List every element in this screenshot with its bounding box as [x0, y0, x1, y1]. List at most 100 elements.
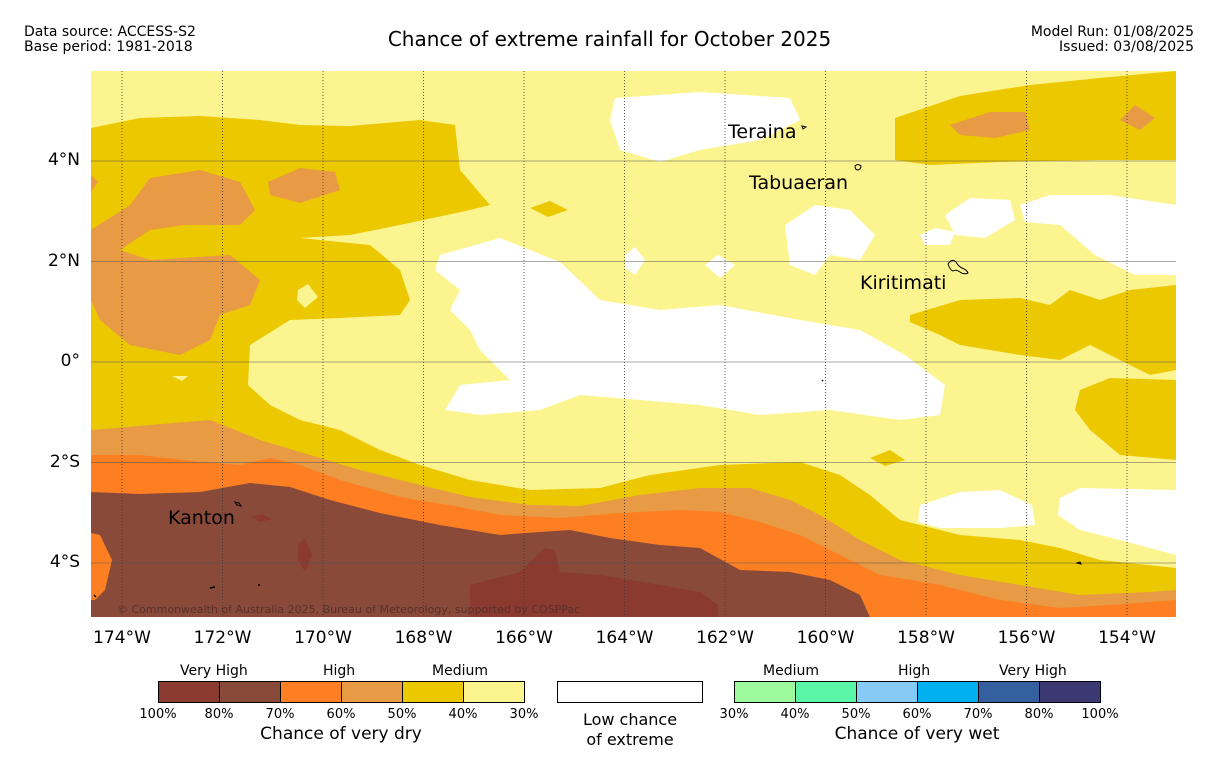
wet-legend-tick: 30%	[719, 707, 749, 722]
dry-legend-tick: 100%	[139, 707, 177, 722]
header-left: Data source: ACCESS-S2 Base period: 1981…	[24, 25, 196, 55]
contour-medium-ne	[895, 71, 1176, 165]
wet-caption: Chance of very wet	[834, 724, 1000, 744]
contour-low-dot1	[625, 247, 645, 275]
contour-medium-spot	[530, 201, 568, 217]
wet-band-high: High	[898, 663, 931, 679]
contour-very-high-dark	[470, 548, 718, 617]
dry-legend-tick: 50%	[387, 707, 417, 722]
wet-legend-swatch	[795, 681, 857, 703]
x-axis-label: 156°W	[997, 628, 1056, 648]
wet-legend-swatch	[978, 681, 1040, 703]
x-axis-label: 174°W	[93, 628, 151, 648]
wet-legend-tick: 80%	[1024, 707, 1054, 722]
dry-legend-swatch	[158, 681, 220, 703]
contour-low-dot2	[705, 255, 735, 278]
dry-band-medium: Medium	[432, 663, 488, 679]
contour-high-west-spot	[268, 168, 340, 203]
y-axis-label: 0°	[60, 351, 80, 371]
dry-legend-tick: 80%	[204, 707, 234, 722]
wet-legend-swatch	[734, 681, 796, 703]
x-axis-label: 160°W	[796, 628, 855, 648]
map-contours	[91, 71, 1176, 617]
place-kiritimati: Kiritimati	[860, 272, 947, 294]
map-gridlines	[91, 71, 1176, 617]
contour-low-east1	[785, 205, 875, 275]
y-axis-label: 2°N	[47, 250, 80, 271]
issued-label: Issued: 03/08/2025	[1059, 39, 1194, 55]
wet-band-very-high: Very High	[999, 663, 1067, 679]
contour-medium-east2	[1075, 378, 1176, 460]
place-kanton: Kanton	[168, 507, 235, 529]
kiritimati-island	[947, 259, 969, 275]
contour-low-se2	[1058, 488, 1176, 555]
data-source-label: Data source: ACCESS-S2	[24, 24, 196, 40]
dry-legend-swatch	[219, 681, 281, 703]
x-axis-label: 164°W	[595, 628, 654, 648]
legend-low-swatch	[557, 681, 703, 703]
low-caption-line1: Low chance	[582, 710, 678, 729]
copyright-notice: © Commonwealth of Australia 2025, Bureau…	[117, 603, 581, 616]
base-period-label: Base period: 1981-2018	[24, 39, 193, 55]
wet-legend-tick: 50%	[841, 707, 871, 722]
wet-legend-swatch	[917, 681, 979, 703]
wet-legend-tick: 70%	[963, 707, 993, 722]
x-axis-label: 172°W	[193, 628, 252, 648]
contour-high-dark-west	[91, 533, 112, 600]
tabuaeran-island	[854, 164, 862, 171]
x-axis-label: 166°W	[495, 628, 553, 648]
x-axis-label: 170°W	[294, 628, 352, 648]
dry-legend-tick: 70%	[265, 707, 295, 722]
contour-low-se1	[918, 490, 1035, 528]
islet-3	[1075, 561, 1082, 565]
teraina-island	[801, 125, 808, 130]
contour-low-east3	[1020, 195, 1176, 275]
model-run-label: Model Run: 01/08/2025	[1030, 24, 1194, 40]
contour-high-ne3	[91, 175, 98, 192]
wet-legend-swatch	[1039, 681, 1101, 703]
dry-legend-tick: 60%	[326, 707, 356, 722]
x-axis-label: 154°W	[1098, 628, 1156, 648]
dry-legend-tick: 40%	[448, 707, 478, 722]
wet-legend-swatch	[856, 681, 918, 703]
contour-low-north	[610, 92, 800, 162]
contour-low-east2	[945, 198, 1015, 238]
place-tabuaeran: Tabuaeran	[749, 172, 849, 194]
x-axis-label: 162°W	[696, 628, 754, 648]
y-axis-label: 2°S	[49, 451, 80, 472]
contour-high-ne2	[1120, 105, 1155, 130]
contour-very-high-spot	[298, 538, 312, 572]
contour-high-west	[91, 170, 260, 355]
contour-medium-east	[910, 285, 1176, 375]
wet-legend-tick: 100%	[1081, 707, 1119, 722]
kanton-island	[233, 501, 243, 507]
contour-low-east4	[920, 228, 955, 245]
x-axis-label: 168°W	[394, 628, 453, 648]
dry-band-very-high: Very High	[180, 663, 248, 679]
dry-legend-swatch	[402, 681, 464, 703]
legend-low-caption: Low chance of extreme	[557, 710, 703, 750]
islet-5	[93, 594, 97, 598]
contour-very-high	[91, 483, 870, 617]
page-title: Chance of extreme rainfall for October 2…	[387, 27, 832, 51]
dry-caption: Chance of very dry	[260, 724, 422, 744]
x-axis-label: 158°W	[897, 628, 955, 648]
contour-medium-hole	[297, 284, 318, 308]
place-teraina: Teraina	[728, 121, 797, 143]
low-caption-line2: of extreme	[586, 730, 674, 749]
islet-4	[821, 379, 824, 382]
dry-legend-tick: 30%	[509, 707, 539, 722]
contour-low-center	[435, 238, 945, 420]
dry-band-high: High	[323, 663, 356, 679]
contour-high-ne1	[950, 112, 1030, 138]
y-axis-label: 4°S	[49, 552, 80, 572]
wet-legend-tick: 60%	[902, 707, 932, 722]
wet-band-medium: Medium	[763, 663, 819, 679]
contour-very-high-spot2	[250, 514, 272, 522]
dry-legend-swatch	[280, 681, 342, 703]
y-axis-label: 4°N	[47, 150, 80, 170]
contour-medium-spot2	[870, 450, 905, 466]
islet-1	[209, 586, 216, 589]
header-right: Model Run: 01/08/2025 Issued: 03/08/2025	[1031, 25, 1194, 55]
